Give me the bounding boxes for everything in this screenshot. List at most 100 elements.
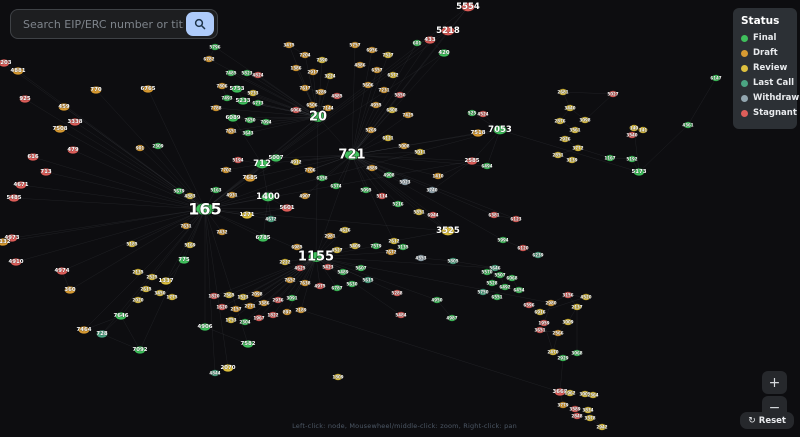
graph-node[interactable]: 6506 — [306, 101, 318, 109]
graph-node[interactable]: 7508 — [52, 124, 68, 134]
graph-node[interactable]: 5630 — [346, 280, 358, 288]
graph-node[interactable]: 6066 — [290, 106, 302, 114]
graph-node[interactable]: 2942 — [596, 423, 608, 431]
graph-node[interactable]: 2926 — [559, 135, 571, 143]
graph-node[interactable]: 601 — [412, 39, 422, 47]
graph-node[interactable]: 1959 — [538, 319, 550, 327]
search-button[interactable] — [186, 12, 214, 36]
graph-node[interactable]: 7685 — [242, 173, 258, 183]
graph-node[interactable]: 2771 — [244, 302, 256, 310]
graph-node[interactable]: 897 — [282, 308, 292, 316]
graph-node[interactable]: 3668 — [552, 387, 568, 397]
graph-node[interactable]: 5733 — [247, 89, 259, 97]
graph-node[interactable]: 7518 — [470, 128, 486, 138]
legend-item-last-call[interactable]: Last Call — [741, 78, 794, 88]
graph-node[interactable]: 7650 — [244, 116, 256, 124]
graph-node[interactable]: 1809 — [332, 373, 344, 381]
graph-node[interactable]: 5023 — [399, 178, 411, 186]
graph-node[interactable]: 616 — [27, 152, 39, 162]
graph-node[interactable]: 6372 — [387, 71, 399, 79]
graph-node[interactable]: 2585 — [464, 156, 480, 166]
graph-node[interactable]: 5615 — [362, 276, 374, 284]
graph-node[interactable]: 7390 — [316, 56, 328, 64]
graph-node[interactable]: 6089 — [225, 113, 241, 123]
graph-node[interactable]: 5484 — [395, 311, 407, 319]
graph-node[interactable]: 2135 — [132, 268, 144, 276]
graph-node[interactable]: 4974 — [54, 266, 70, 276]
graph-node[interactable]: 5753 — [229, 84, 245, 94]
graph-node[interactable]: 2098 — [251, 290, 263, 298]
graph-node[interactable]: 5289 — [315, 88, 327, 96]
graph-node[interactable]: 7646 — [113, 311, 129, 321]
graph-node[interactable]: 141 — [638, 126, 648, 134]
graph-node[interactable]: 2876 — [554, 117, 566, 125]
graph-node[interactable]: 3772 — [572, 144, 584, 152]
legend-item-review[interactable]: Review — [741, 63, 789, 73]
graph-node[interactable]: 5008 — [398, 142, 410, 150]
graph-node[interactable]: 1967 — [253, 314, 265, 322]
graph-node[interactable]: 5757 — [349, 41, 361, 49]
graph-node[interactable]: 2848 — [571, 412, 583, 420]
graph-node[interactable]: 5823 — [241, 69, 253, 77]
graph-node[interactable]: 712 — [253, 159, 271, 170]
graph-node[interactable]: 1167 — [604, 154, 616, 162]
graph-node[interactable]: 5601 — [279, 203, 295, 213]
graph-node[interactable]: 5194 — [232, 156, 244, 164]
graph-node[interactable]: 721 — [338, 147, 367, 163]
graph-node[interactable]: 6381 — [488, 211, 500, 219]
graph-node[interactable]: 5805 — [447, 257, 459, 265]
graph-node[interactable]: 2525 — [146, 273, 158, 281]
graph-node[interactable]: 7053 — [488, 125, 512, 136]
graph-node[interactable]: 5796 — [209, 43, 221, 51]
graph-node[interactable]: 5027 — [607, 90, 619, 98]
graph-node[interactable]: 3440 — [564, 104, 576, 112]
graph-node[interactable]: 5485 — [6, 193, 22, 203]
graph-node[interactable]: 3643 — [242, 129, 254, 137]
graph-node[interactable]: 3156 — [562, 291, 574, 299]
graph-node[interactable]: 7092 — [132, 345, 148, 355]
graph-node[interactable]: 5163 — [210, 186, 222, 194]
graph-node[interactable]: 2309 — [152, 142, 164, 150]
graph-node[interactable]: 1962 — [564, 389, 576, 397]
graph-node[interactable]: 20 — [308, 109, 327, 125]
graph-node[interactable]: 6121 — [382, 134, 394, 142]
graph-node[interactable]: 4886 — [354, 61, 366, 69]
graph-node[interactable]: 770 — [90, 85, 102, 95]
graph-node[interactable]: 6596 — [523, 301, 535, 309]
graph-node[interactable]: 2565 — [223, 291, 235, 299]
graph-node[interactable]: 7425 — [402, 111, 414, 119]
graph-node[interactable]: 2929 — [557, 354, 569, 362]
graph-node[interactable]: 3005 — [579, 390, 591, 398]
graph-node[interactable]: 713 — [40, 167, 52, 177]
graph-node[interactable]: 5570 — [481, 268, 493, 276]
graph-node[interactable]: 7617 — [299, 84, 311, 92]
graph-node[interactable]: 6785 — [255, 233, 271, 243]
graph-node[interactable]: 7485 — [225, 69, 237, 77]
graph-node[interactable]: 4883 — [184, 192, 196, 200]
graph-node[interactable]: 5679 — [173, 187, 185, 195]
graph-node[interactable]: 3475 — [283, 41, 295, 49]
graph-node[interactable]: 7493 — [221, 94, 233, 102]
graph-node[interactable]: 5216 — [392, 200, 404, 208]
graph-node[interactable]: 5528 — [486, 279, 498, 287]
graph-node[interactable]: 4889 — [366, 164, 378, 172]
graph-node[interactable]: 6494 — [481, 162, 493, 170]
graph-node[interactable]: 6120 — [517, 244, 529, 252]
zoom-in-button[interactable]: + — [762, 371, 787, 394]
graph-node[interactable]: 1386 — [290, 64, 302, 72]
graph-node[interactable]: 459 — [58, 102, 70, 112]
graph-node[interactable]: 5489 — [337, 268, 349, 276]
graph-node[interactable]: 5192 — [626, 155, 638, 163]
graph-node[interactable]: 6374 — [330, 182, 342, 190]
graph-node[interactable]: 2851 — [552, 151, 564, 159]
graph-node[interactable]: 1753 — [225, 316, 237, 324]
graph-node[interactable]: 6068 — [506, 274, 518, 282]
graph-node[interactable]: 5185 — [126, 240, 138, 248]
graph-node[interactable]: 775 — [178, 255, 190, 265]
graph-node[interactable]: 4885 — [331, 92, 343, 100]
graph-node[interactable]: 420 — [438, 48, 450, 58]
graph-node[interactable]: 2470 — [547, 348, 559, 356]
graph-node[interactable]: 7432 — [216, 228, 228, 236]
graph-node[interactable]: 7702 — [220, 166, 232, 174]
graph-node[interactable]: 7464 — [76, 325, 92, 335]
